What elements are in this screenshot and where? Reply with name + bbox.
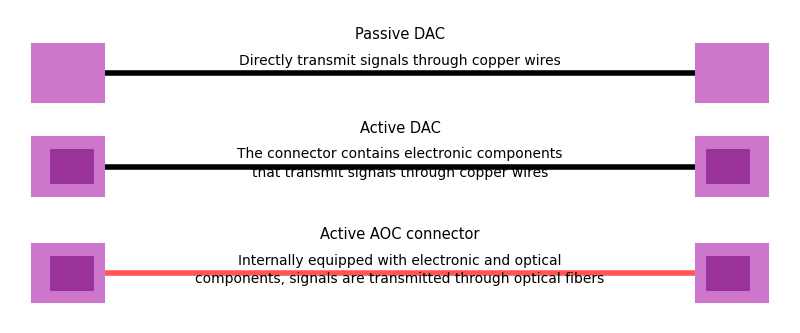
Bar (32, 244, 104, 302)
Text: Passive DAC: Passive DAC (355, 27, 445, 43)
Text: Directly transmit signals through copper wires: Directly transmit signals through copper… (239, 54, 561, 68)
Bar (706, 256, 750, 290)
Bar (696, 44, 768, 103)
Bar (32, 44, 104, 103)
Text: The connector contains electronic components
that transmit signals through coppe: The connector contains electronic compon… (238, 147, 562, 179)
Bar (32, 138, 104, 196)
Bar (696, 244, 768, 302)
Text: Internally equipped with electronic and optical
components, signals are transmit: Internally equipped with electronic and … (195, 254, 605, 286)
Bar (696, 138, 768, 196)
Bar (50, 256, 94, 290)
Bar (706, 149, 750, 184)
Text: Active DAC: Active DAC (359, 121, 441, 136)
Bar (50, 149, 94, 184)
Text: Active AOC connector: Active AOC connector (320, 227, 480, 242)
